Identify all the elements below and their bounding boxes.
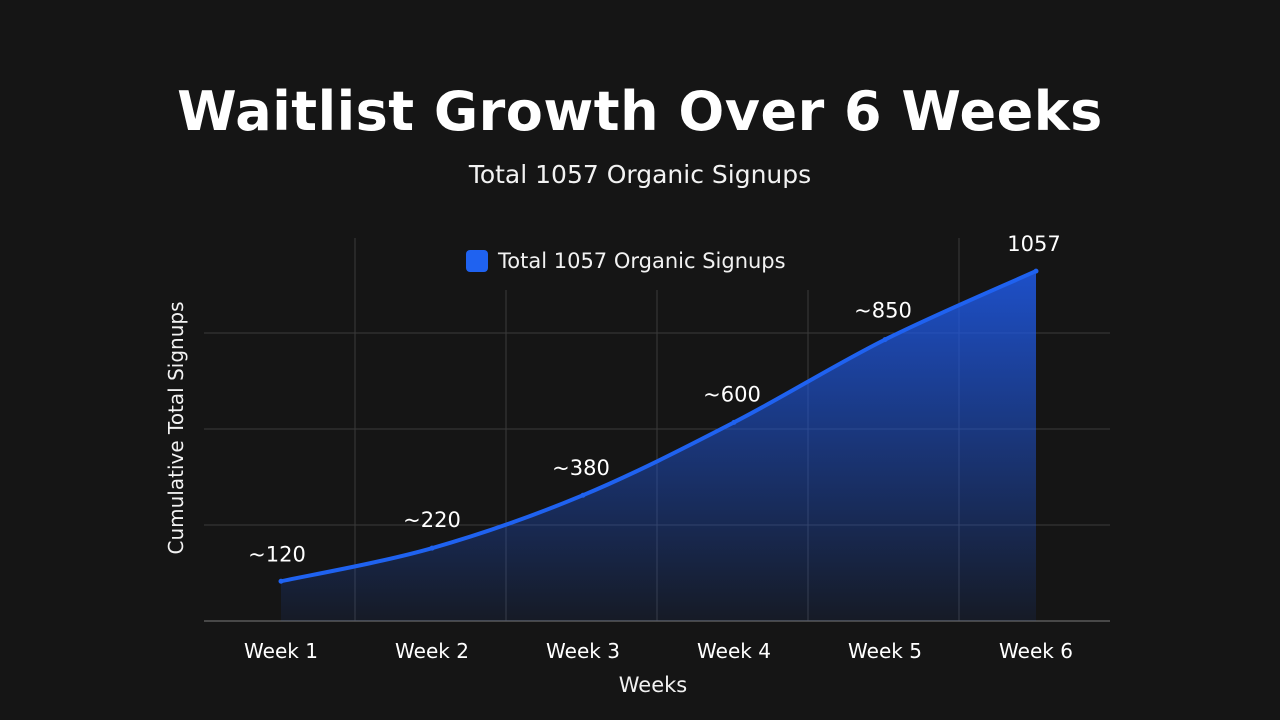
- y-axis-label: Cumulative Total Signups: [164, 301, 188, 555]
- data-label: ~220: [403, 508, 461, 532]
- legend-label: Total 1057 Organic Signups: [498, 249, 786, 273]
- data-label: ~600: [703, 382, 761, 406]
- legend: Total 1057 Organic Signups: [466, 249, 786, 273]
- legend-swatch: [466, 250, 488, 272]
- x-tick-label: Week 4: [697, 639, 771, 663]
- data-label: ~380: [552, 456, 610, 480]
- data-point: [731, 419, 737, 425]
- data-point: [429, 545, 435, 551]
- x-tick-label: Week 3: [546, 639, 620, 663]
- x-axis-label: Weeks: [618, 673, 688, 697]
- series-line: [279, 269, 1038, 584]
- data-point: [1033, 268, 1039, 274]
- data-label: 1057: [1007, 232, 1060, 256]
- chart-subtitle: Total 1057 Organic Signups: [468, 160, 812, 189]
- area-fill: [281, 271, 1036, 621]
- data-label: ~120: [248, 542, 306, 566]
- data-point: [580, 492, 586, 498]
- x-tick-label: Week 1: [244, 639, 318, 663]
- data-point: [278, 578, 284, 584]
- x-tick-label: Week 5: [848, 639, 922, 663]
- x-tick-label: Week 2: [395, 639, 469, 663]
- data-label: ~850: [854, 299, 912, 323]
- data-point: [882, 337, 888, 343]
- x-tick-label: Week 6: [999, 639, 1073, 663]
- chart-title: Waitlist Growth Over 6 Weeks: [177, 80, 1103, 143]
